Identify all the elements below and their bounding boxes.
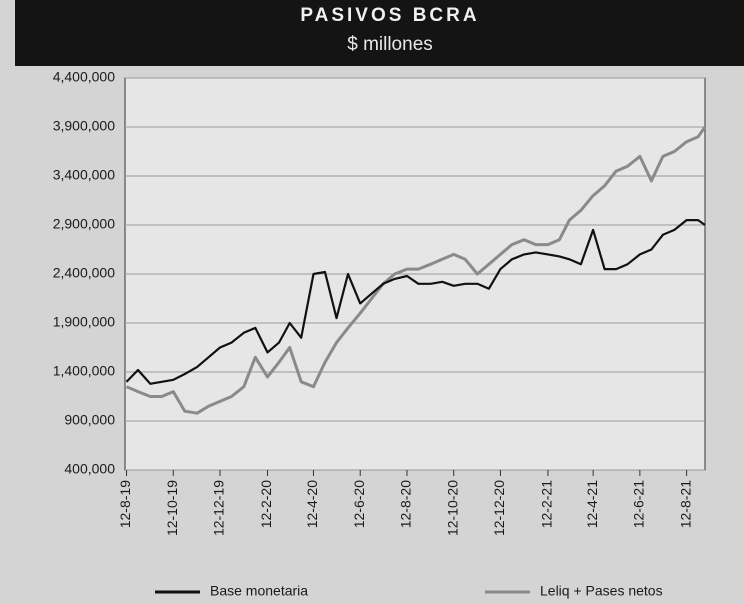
chart-title: PASIVOS BCRA <box>300 5 479 26</box>
y-tick-label: 1,900,000 <box>53 314 115 330</box>
x-tick-label: 12-4-20 <box>304 480 320 528</box>
x-tick-label: 12-8-19 <box>117 480 133 528</box>
y-tick-label: 3,400,000 <box>53 167 115 183</box>
y-tick-label: 900,000 <box>64 412 115 428</box>
legend-label: Base monetaria <box>210 583 308 599</box>
x-tick-label: 12-12-19 <box>211 480 227 536</box>
y-tick-label: 4,400,000 <box>53 69 115 85</box>
series-line <box>125 126 707 415</box>
x-tick-label: 12-10-20 <box>444 480 460 536</box>
chart-subtitle: $ millones <box>347 34 433 55</box>
x-tick-label: 12-6-21 <box>631 480 647 528</box>
y-tick-label: 1,400,000 <box>53 363 115 379</box>
x-tick-label: 12-6-20 <box>351 480 367 528</box>
header-bar <box>15 0 744 66</box>
x-tick-label: 12-10-19 <box>164 480 180 536</box>
y-tick-label: 3,900,000 <box>53 118 115 134</box>
x-tick-label: 12-4-21 <box>584 480 600 528</box>
x-tick-label: 12-2-21 <box>539 480 555 528</box>
x-tick-label: 12-8-21 <box>677 480 693 528</box>
series-line <box>125 219 706 385</box>
legend-label: Leliq + Pases netos <box>540 583 663 599</box>
y-tick-label: 2,900,000 <box>53 216 115 232</box>
y-tick-label: 400,000 <box>64 461 115 477</box>
y-tick-label: 2,400,000 <box>53 265 115 281</box>
x-tick-label: 12-12-20 <box>491 480 507 536</box>
x-tick-label: 12-2-20 <box>258 480 274 528</box>
x-tick-label: 12-8-20 <box>398 480 414 528</box>
